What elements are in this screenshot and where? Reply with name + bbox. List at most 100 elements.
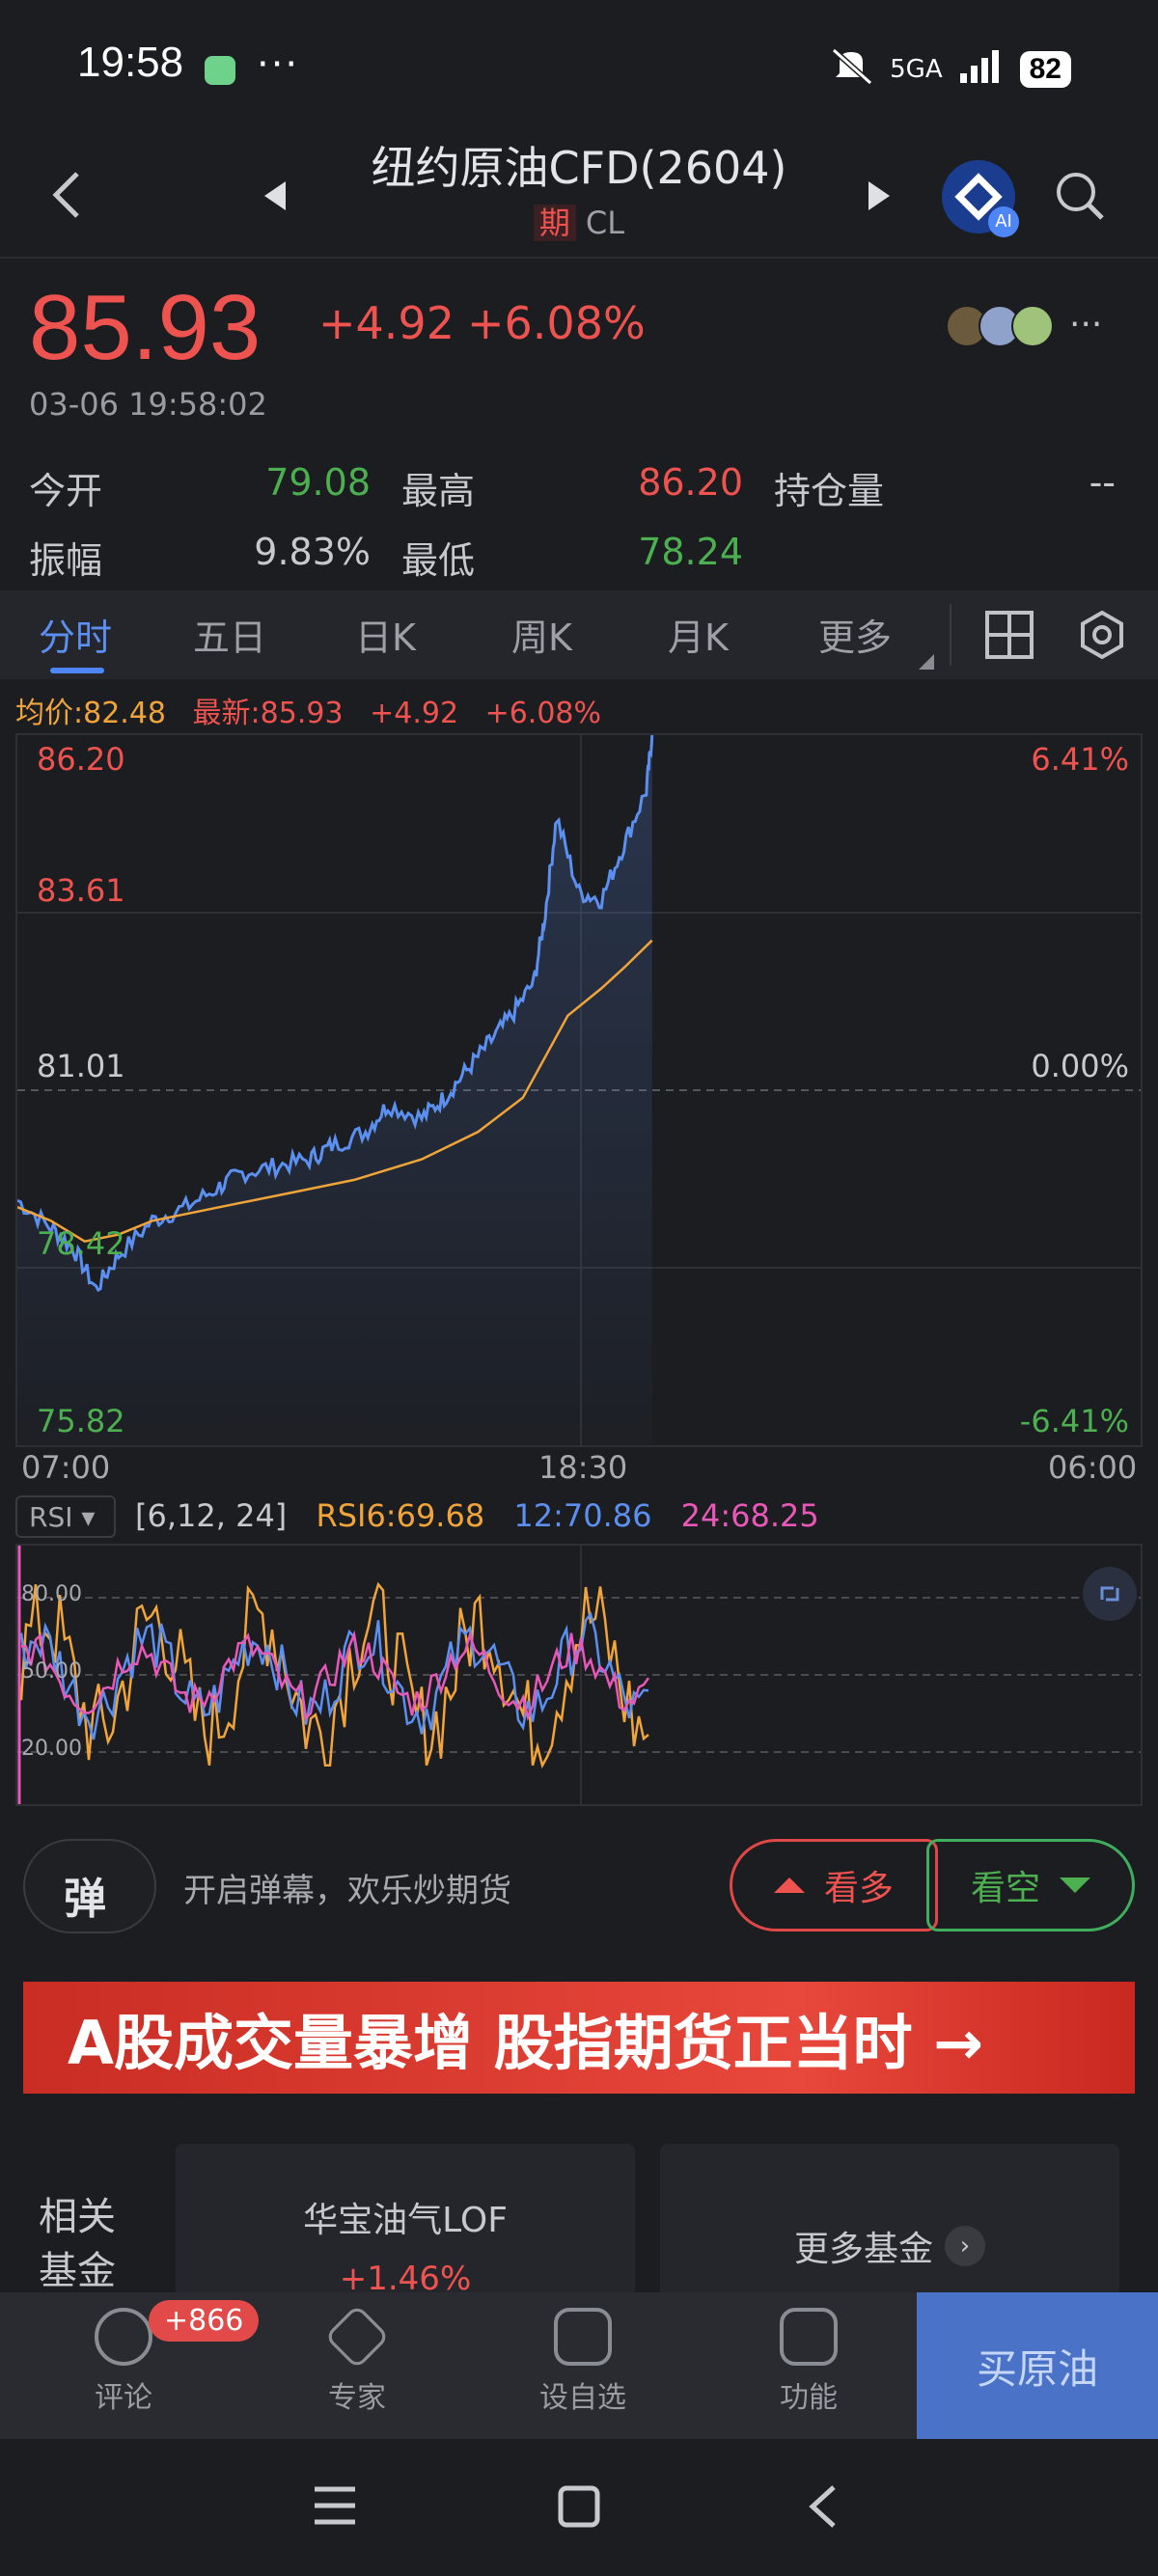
change-legend: +4.92 [370,697,459,730]
prev-contract-icon[interactable] [262,179,288,216]
chart-legend: 均价:82.48 最新:85.93 +4.92 +6.08% [15,689,619,731]
x-tick-label: 18:30 [538,1449,628,1486]
search-icon[interactable] [1054,170,1106,226]
series-line-latest [17,735,654,1293]
y-tick-label: 75.82 [37,1403,125,1439]
price-change-pct: +6.08% [467,297,646,349]
y-right-tick-label: 6.41% [1031,741,1129,778]
more-options-icon[interactable]: ··· [1069,305,1103,344]
status-time: 19:58 [77,39,184,86]
y-tick-label: 86.20 [37,741,125,778]
intraday-chart-svg [17,735,1141,1445]
bearish-button[interactable]: 看空 [926,1839,1135,1932]
rsi-chart-svg [17,1546,1141,1804]
x-tick-label: 07:00 [21,1449,111,1486]
y-tick-label: 81.01 [37,1048,125,1084]
menu-icon[interactable] [313,2485,357,2530]
comment-icon [95,2308,152,2366]
comment-count-badge: +866 [149,2300,260,2342]
nav-functions[interactable]: 功能 [741,2308,876,2416]
more-dropdown-indicator [919,654,934,670]
buy-label: 买原油 [976,2344,1098,2393]
rsi24-value: 24:68.25 [680,1497,819,1534]
rsi-chart[interactable]: 80.00 50.00 20.00 [15,1544,1143,1806]
latest-price-legend: 最新:85.93 [192,697,344,730]
contract-subtitle: 期 CL [0,199,1158,243]
fund-name: 华宝油气LOF [303,2201,508,2240]
nav-comments[interactable]: 评论 [56,2308,191,2416]
more-notifications-icon: ··· [257,42,300,87]
quote-timestamp: 03-06 19:58:02 [29,386,267,423]
open-interest-label: 持仓量 [774,470,885,512]
rsi6-line [19,1581,649,1769]
grid-layout-icon[interactable] [984,610,1034,664]
bearish-label: 看空 [970,1869,1040,1908]
watchlist-icon [554,2308,612,2366]
tab-daily-k[interactable]: 日K [355,617,416,659]
amplitude-value: 9.83% [254,531,371,573]
y-tick-label: 78.42 [37,1225,125,1262]
bullish-button[interactable]: 看多 [730,1839,938,1932]
page-title: 纽约原油CFD(2604) [371,142,787,194]
tab-monthly-k[interactable]: 月K [668,617,729,659]
price-change: +4.92 [318,297,455,349]
rsi24-line [20,1630,650,1721]
battery-icon: 82 [1019,50,1071,88]
change-pct-legend: +6.08% [484,697,602,730]
fund-card[interactable]: 华宝油气LOF +1.46% [176,2144,635,2314]
functions-icon [780,2308,838,2366]
tabs-divider [950,604,951,666]
chart-settings-icon[interactable] [1077,610,1127,664]
danmaku-toggle-button[interactable]: 弹 [23,1839,156,1933]
promo-banner[interactable]: A股成交量暴增 股指期货正当时 → [23,1982,1135,2094]
tab-five-day[interactable]: 五日 [193,617,267,659]
expand-icon[interactable] [1083,1567,1137,1621]
signal-icon [958,46,1005,92]
open-value: 79.08 [265,461,371,504]
rsi12-line [19,1611,649,1740]
buy-button[interactable]: 买原油 [917,2292,1158,2439]
low-value: 78.24 [638,531,743,573]
open-label: 今开 [29,470,103,512]
back-nav-icon[interactable] [807,2483,840,2534]
high-value: 86.20 [638,461,743,504]
network-label: 5GA [890,54,943,84]
nav-label: 评论 [95,2381,152,2415]
more-funds-label: 更多基金 [793,2230,933,2269]
tab-more[interactable]: 更多 [818,617,893,659]
notification-app-icon [205,56,235,85]
promo-banner-text: A股成交量暴增 股指期货正当时 → [68,2008,984,2078]
intraday-chart[interactable]: 86.20 83.61 81.01 78.42 75.82 6.41% 0.00… [15,733,1143,1447]
open-interest-value: -- [1089,461,1116,504]
contract-code: CL [585,205,625,241]
more-funds-card[interactable]: 更多基金 › [660,2144,1119,2314]
active-tab-indicator [50,668,104,673]
nav-label: 设自选 [539,2381,626,2415]
nav-add-watchlist[interactable]: 设自选 [515,2308,650,2416]
rsi-values: [6,12, 24] RSI6:69.68 12:70.86 24:68.25 [135,1497,839,1534]
rsi6-value: RSI6:69.68 [316,1497,485,1534]
expert-avatars[interactable] [946,305,1054,347]
home-icon[interactable] [558,2485,600,2532]
status-right-group: 5GA 82 [830,46,1071,92]
bullish-label: 看多 [823,1869,894,1908]
indicator-select-label: RSI [29,1501,73,1533]
avg-price-legend: 均价:82.48 [15,697,166,730]
y-right-tick-label: -6.41% [1019,1403,1129,1439]
header-divider [0,257,1158,259]
tab-intraday[interactable]: 分时 [39,617,113,659]
nav-experts[interactable]: 专家 [290,2304,425,2416]
nav-label: 专家 [328,2381,386,2415]
indicator-select[interactable]: RSI ▾ [15,1495,116,1538]
last-price: 85.93 [29,276,262,379]
ai-assistant-icon[interactable]: AI [942,160,1019,237]
price-area [17,735,652,1445]
tab-weekly-k[interactable]: 周K [511,617,572,659]
back-icon[interactable] [48,170,87,224]
system-nav-bar [0,2439,1158,2576]
chart-tabs-bar [0,590,1158,679]
rsi-level-label: 50.00 [21,1659,82,1684]
next-contract-icon[interactable] [867,179,892,216]
rsi-params: [6,12, 24] [135,1497,288,1534]
up-arrow-icon [773,1877,805,1893]
